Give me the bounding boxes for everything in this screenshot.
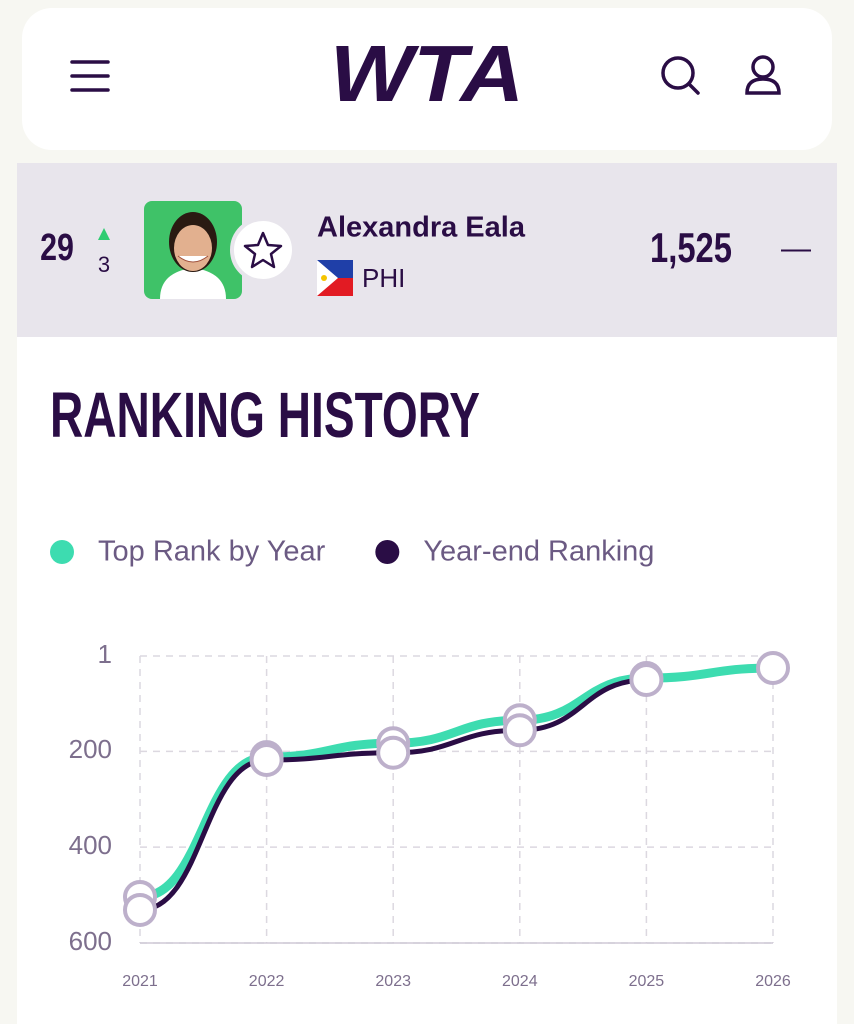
data-point [376,735,411,770]
x-tick-label: 2023 [375,973,411,990]
y-tick-label: 600 [69,926,112,956]
legend-marker [375,540,400,564]
x-tick-label: 2021 [122,973,158,990]
flag [317,260,353,296]
account-button[interactable] [745,55,781,95]
x-tick-label: 2025 [629,973,665,990]
points: 1,525 [650,224,732,271]
country: PHI [362,263,405,293]
data-point [249,742,284,777]
rank-up-icon [98,228,110,240]
data-point [123,892,157,927]
data-point [629,662,664,697]
chart: Top Rank by Year Year-end Ranking 1 200 400 6… [50,536,791,990]
legend-marker [50,540,74,564]
x-tick-label: 2022 [249,973,285,990]
chart-title: RANKING HISTORY [50,380,480,451]
search-button[interactable] [661,56,700,95]
rank: 29 [40,227,74,269]
x-tick-label: 2026 [755,973,791,990]
legend-label: Top Rank by Year [98,536,326,568]
y-tick-label: 200 [69,734,112,764]
data-point [502,713,537,748]
favorite-button[interactable] [230,217,296,283]
data-point [756,650,790,685]
y-tick-label: 1 [98,639,112,669]
logo[interactable]: WTA [330,29,524,118]
menu-button[interactable] [70,60,110,92]
points-change: — [781,232,811,265]
header-bar [22,8,832,150]
y-tick-label: 400 [69,830,112,860]
player-photo [144,201,242,299]
x-tick-label: 2024 [502,973,538,990]
legend-label: Year-end Ranking [423,536,654,568]
rank-change: 3 [98,252,110,277]
player-name[interactable]: Alexandra Eala [317,212,526,244]
